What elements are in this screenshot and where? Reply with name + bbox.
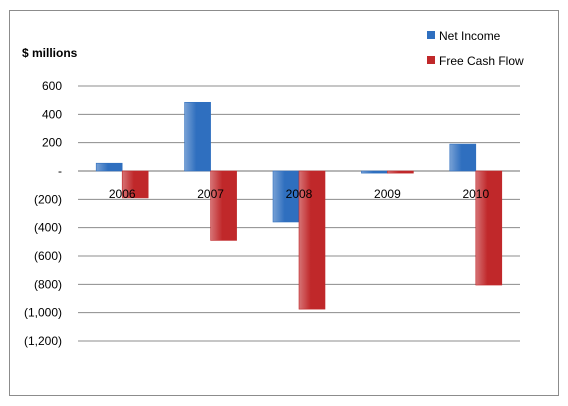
y-tick-label: (800) <box>34 277 62 291</box>
y-axis-title: $ millions <box>22 46 78 60</box>
bar-net-income-2008 <box>272 170 300 223</box>
x-category-label: 2007 <box>197 187 224 201</box>
bars <box>95 101 503 310</box>
y-tick-label: 200 <box>42 136 62 150</box>
bar-free-cash-flow-2010 <box>475 170 503 286</box>
y-tick-label: (600) <box>34 249 62 263</box>
legend: Net Income Free Cash Flow <box>427 29 524 68</box>
gridlines <box>78 85 520 342</box>
bar-free-cash-flow-2006 <box>121 170 149 199</box>
bar-free-cash-flow-2009 <box>387 170 414 174</box>
bar-free-cash-flow-2007 <box>210 170 237 241</box>
y-tick-label: (200) <box>34 192 62 206</box>
y-tick-label: 600 <box>42 79 62 93</box>
y-tick-label: (1,200) <box>24 334 62 348</box>
legend-swatch <box>427 56 435 64</box>
y-tick-label: - <box>58 164 62 178</box>
bar-net-income-2010 <box>449 143 477 172</box>
legend-swatch <box>427 31 435 39</box>
legend-entry: Net Income <box>439 29 501 43</box>
bar-net-income-2007 <box>184 101 211 172</box>
x-axis-categories: 2006 2007 2008 2009 2010 <box>109 187 490 201</box>
x-category-label: 2006 <box>109 187 136 201</box>
x-category-label: 2008 <box>286 187 313 201</box>
x-category-label: 2010 <box>462 187 489 201</box>
x-category-label: 2009 <box>374 187 401 201</box>
y-axis-ticks: 600 400 200 - (200) (400) (600) (800) (1,000) (1,… <box>24 79 62 348</box>
bar-free-cash-flow-2008 <box>298 170 326 310</box>
bar-net-income-2009 <box>361 170 388 174</box>
y-tick-label: (1,000) <box>24 306 62 320</box>
y-tick-label: (400) <box>34 221 62 235</box>
bar-net-income-2006 <box>95 162 123 172</box>
y-tick-label: 400 <box>42 107 62 121</box>
legend-entry: Free Cash Flow <box>439 54 524 68</box>
